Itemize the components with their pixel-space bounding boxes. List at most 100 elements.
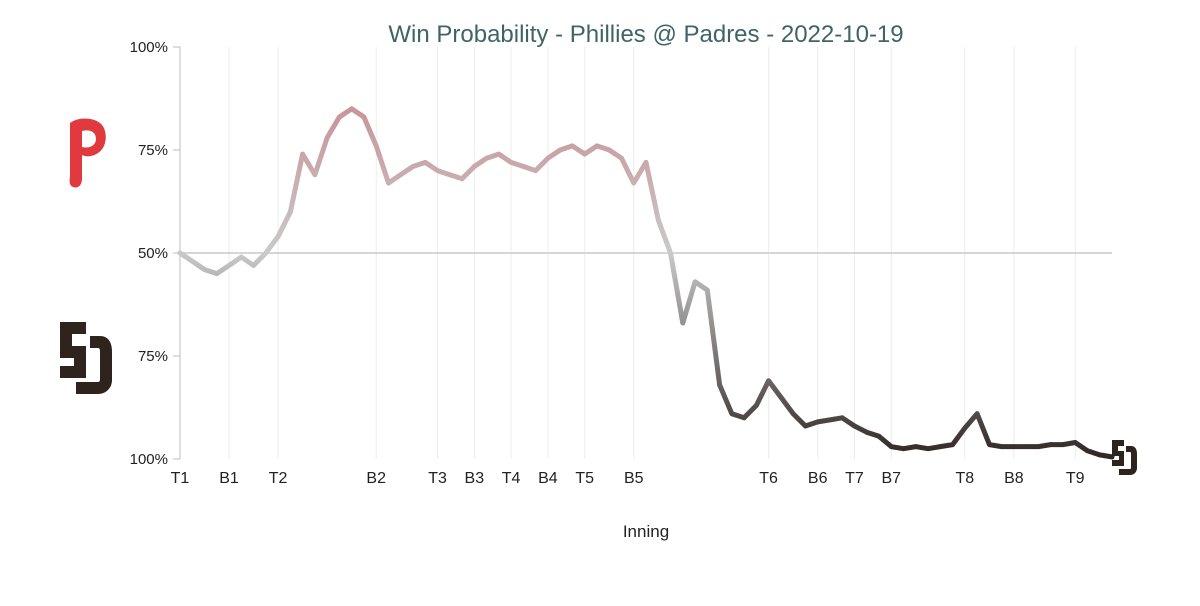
x-tick-label: T3 bbox=[428, 470, 447, 487]
data-point bbox=[447, 172, 453, 178]
data-point bbox=[275, 234, 281, 239]
data-point bbox=[214, 271, 220, 276]
data-point bbox=[655, 217, 661, 223]
data-point bbox=[422, 159, 428, 165]
y-axis-ticks: 100% 75% 50% 75% 100% bbox=[130, 39, 180, 468]
data-point bbox=[202, 267, 207, 272]
x-tick-label: T1 bbox=[171, 470, 190, 487]
data-point bbox=[410, 164, 416, 169]
data-point bbox=[913, 444, 919, 450]
data-point bbox=[839, 415, 845, 421]
data-point bbox=[1011, 444, 1017, 450]
data-point bbox=[484, 155, 489, 161]
data-point bbox=[177, 250, 183, 256]
data-point bbox=[668, 250, 673, 256]
data-point bbox=[349, 106, 355, 112]
data-point bbox=[619, 155, 624, 161]
data-point bbox=[1085, 448, 1090, 454]
data-point bbox=[999, 444, 1005, 450]
x-tick-label: T7 bbox=[845, 470, 864, 487]
data-point bbox=[1060, 442, 1066, 447]
data-point bbox=[778, 394, 784, 400]
phillies-logo-icon bbox=[69, 118, 106, 188]
x-tick-label: T6 bbox=[759, 470, 778, 487]
y-tick-label: 75% bbox=[138, 142, 168, 159]
y-tick-label: 50% bbox=[138, 245, 168, 262]
data-point bbox=[582, 151, 588, 157]
data-point bbox=[680, 320, 686, 326]
data-point bbox=[643, 159, 649, 165]
data-point bbox=[238, 254, 244, 260]
chart-title: Win Probability - Phillies @ Padres - 20… bbox=[388, 21, 903, 48]
data-point bbox=[766, 378, 772, 384]
data-point bbox=[189, 258, 195, 264]
x-tick-label: B3 bbox=[465, 470, 485, 487]
data-point bbox=[361, 114, 367, 120]
x-tick-label: B8 bbox=[1004, 470, 1024, 487]
data-point bbox=[287, 209, 293, 215]
data-point bbox=[226, 262, 232, 268]
data-point bbox=[925, 446, 931, 452]
data-point bbox=[901, 446, 906, 452]
padres-logo-icon bbox=[1112, 440, 1137, 475]
data-point bbox=[974, 411, 980, 417]
data-point bbox=[741, 415, 747, 421]
padres-logo-icon bbox=[60, 322, 112, 394]
data-point bbox=[606, 147, 612, 153]
data-point bbox=[545, 155, 551, 161]
data-point bbox=[876, 433, 882, 439]
data-point bbox=[300, 151, 306, 157]
data-point bbox=[533, 168, 539, 174]
data-point bbox=[312, 172, 318, 178]
data-point bbox=[864, 429, 870, 435]
x-tick-label: T4 bbox=[502, 470, 521, 487]
x-tick-label: B7 bbox=[881, 470, 901, 487]
data-point bbox=[704, 287, 710, 293]
data-point bbox=[986, 442, 992, 447]
x-tick-label: B2 bbox=[366, 470, 386, 487]
data-point bbox=[263, 250, 269, 256]
data-point bbox=[815, 419, 821, 425]
data-points bbox=[177, 106, 1115, 460]
data-point bbox=[1097, 452, 1103, 458]
data-point bbox=[471, 164, 477, 169]
data-point bbox=[937, 444, 943, 450]
x-tick-label: T2 bbox=[269, 470, 288, 487]
x-axis-ticks: T1 B1 T2 B2 T3 B3 T4 B4 T5 B5 T6 B6 T7 B7 T8 B8 T9 bbox=[171, 470, 1085, 487]
data-point bbox=[508, 159, 514, 165]
data-point bbox=[251, 262, 256, 268]
data-point bbox=[324, 135, 330, 141]
x-tick-label: T9 bbox=[1066, 470, 1085, 487]
data-point bbox=[888, 444, 894, 450]
x-tick-label: T5 bbox=[575, 470, 594, 487]
data-point bbox=[1036, 444, 1041, 450]
data-point bbox=[717, 382, 722, 388]
data-point bbox=[496, 151, 502, 157]
data-point bbox=[950, 442, 955, 447]
y-tick-label: 100% bbox=[130, 39, 168, 56]
data-point bbox=[692, 279, 698, 285]
x-axis-label: Inning bbox=[623, 522, 669, 541]
data-point bbox=[386, 180, 391, 186]
data-point bbox=[1072, 440, 1078, 445]
data-point bbox=[373, 143, 379, 149]
data-point bbox=[729, 411, 735, 417]
data-point bbox=[827, 417, 833, 423]
data-point bbox=[337, 114, 342, 120]
x-tick-label: B1 bbox=[219, 470, 239, 487]
data-point bbox=[570, 143, 575, 149]
data-point bbox=[557, 147, 563, 153]
data-point bbox=[594, 143, 600, 149]
x-tick-label: T8 bbox=[956, 470, 975, 487]
x-tick-label: B4 bbox=[538, 470, 558, 487]
data-point bbox=[852, 423, 857, 429]
y-tick-label: 100% bbox=[130, 451, 168, 468]
data-point bbox=[803, 423, 808, 429]
x-tick-label: B5 bbox=[624, 470, 644, 487]
data-point bbox=[520, 164, 526, 169]
data-point bbox=[1048, 442, 1054, 447]
data-point bbox=[631, 180, 637, 186]
data-point bbox=[459, 176, 465, 182]
data-point bbox=[962, 425, 968, 431]
data-point bbox=[790, 411, 796, 417]
